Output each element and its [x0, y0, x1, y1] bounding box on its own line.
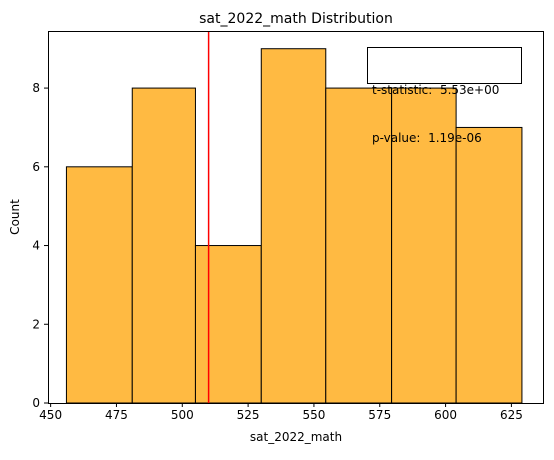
- y-axis-label: Count: [8, 199, 22, 235]
- p-value-text: p-value: 1.19e-06: [372, 131, 482, 145]
- histogram-bar-1: [65, 166, 133, 404]
- x-tick-label: 500: [171, 408, 194, 422]
- x-tick-label: 525: [237, 408, 260, 422]
- chart-title: sat_2022_math Distribution: [199, 11, 393, 27]
- histogram-bar-7: [455, 126, 523, 404]
- statistics-annotation: t-statistic: 5.53e+00 p-value: 1.19e-06: [367, 47, 522, 145]
- y-ticks: 0 2 4 6 8: [32, 81, 48, 410]
- histogram-bar-6: [391, 87, 457, 404]
- y-tick-label: 8: [32, 81, 40, 95]
- x-tick-label: 475: [105, 408, 128, 422]
- x-tick-label: 450: [39, 408, 62, 422]
- y-tick-label: 0: [32, 396, 40, 410]
- y-tick-label: 2: [32, 317, 40, 331]
- x-tick-label: 575: [368, 408, 391, 422]
- bars-layer: [65, 48, 523, 404]
- y-tick-label: 6: [32, 160, 40, 174]
- t-statistic-text: t-statistic: 5.53e+00: [372, 83, 500, 97]
- x-ticks: 450 475 500 525 550 575 600 625: [39, 403, 523, 422]
- x-tick-label: 600: [434, 408, 457, 422]
- histogram-bar-5: [325, 87, 393, 404]
- histogram-bar-4: [260, 48, 327, 404]
- x-tick-label: 625: [500, 408, 523, 422]
- histogram-bar-2: [131, 87, 196, 404]
- histogram-bar-3: [194, 245, 262, 404]
- x-axis-label: sat_2022_math: [250, 430, 342, 444]
- plot-frame: [48, 31, 544, 404]
- x-tick-label: 550: [302, 408, 325, 422]
- y-tick-label: 4: [32, 239, 40, 253]
